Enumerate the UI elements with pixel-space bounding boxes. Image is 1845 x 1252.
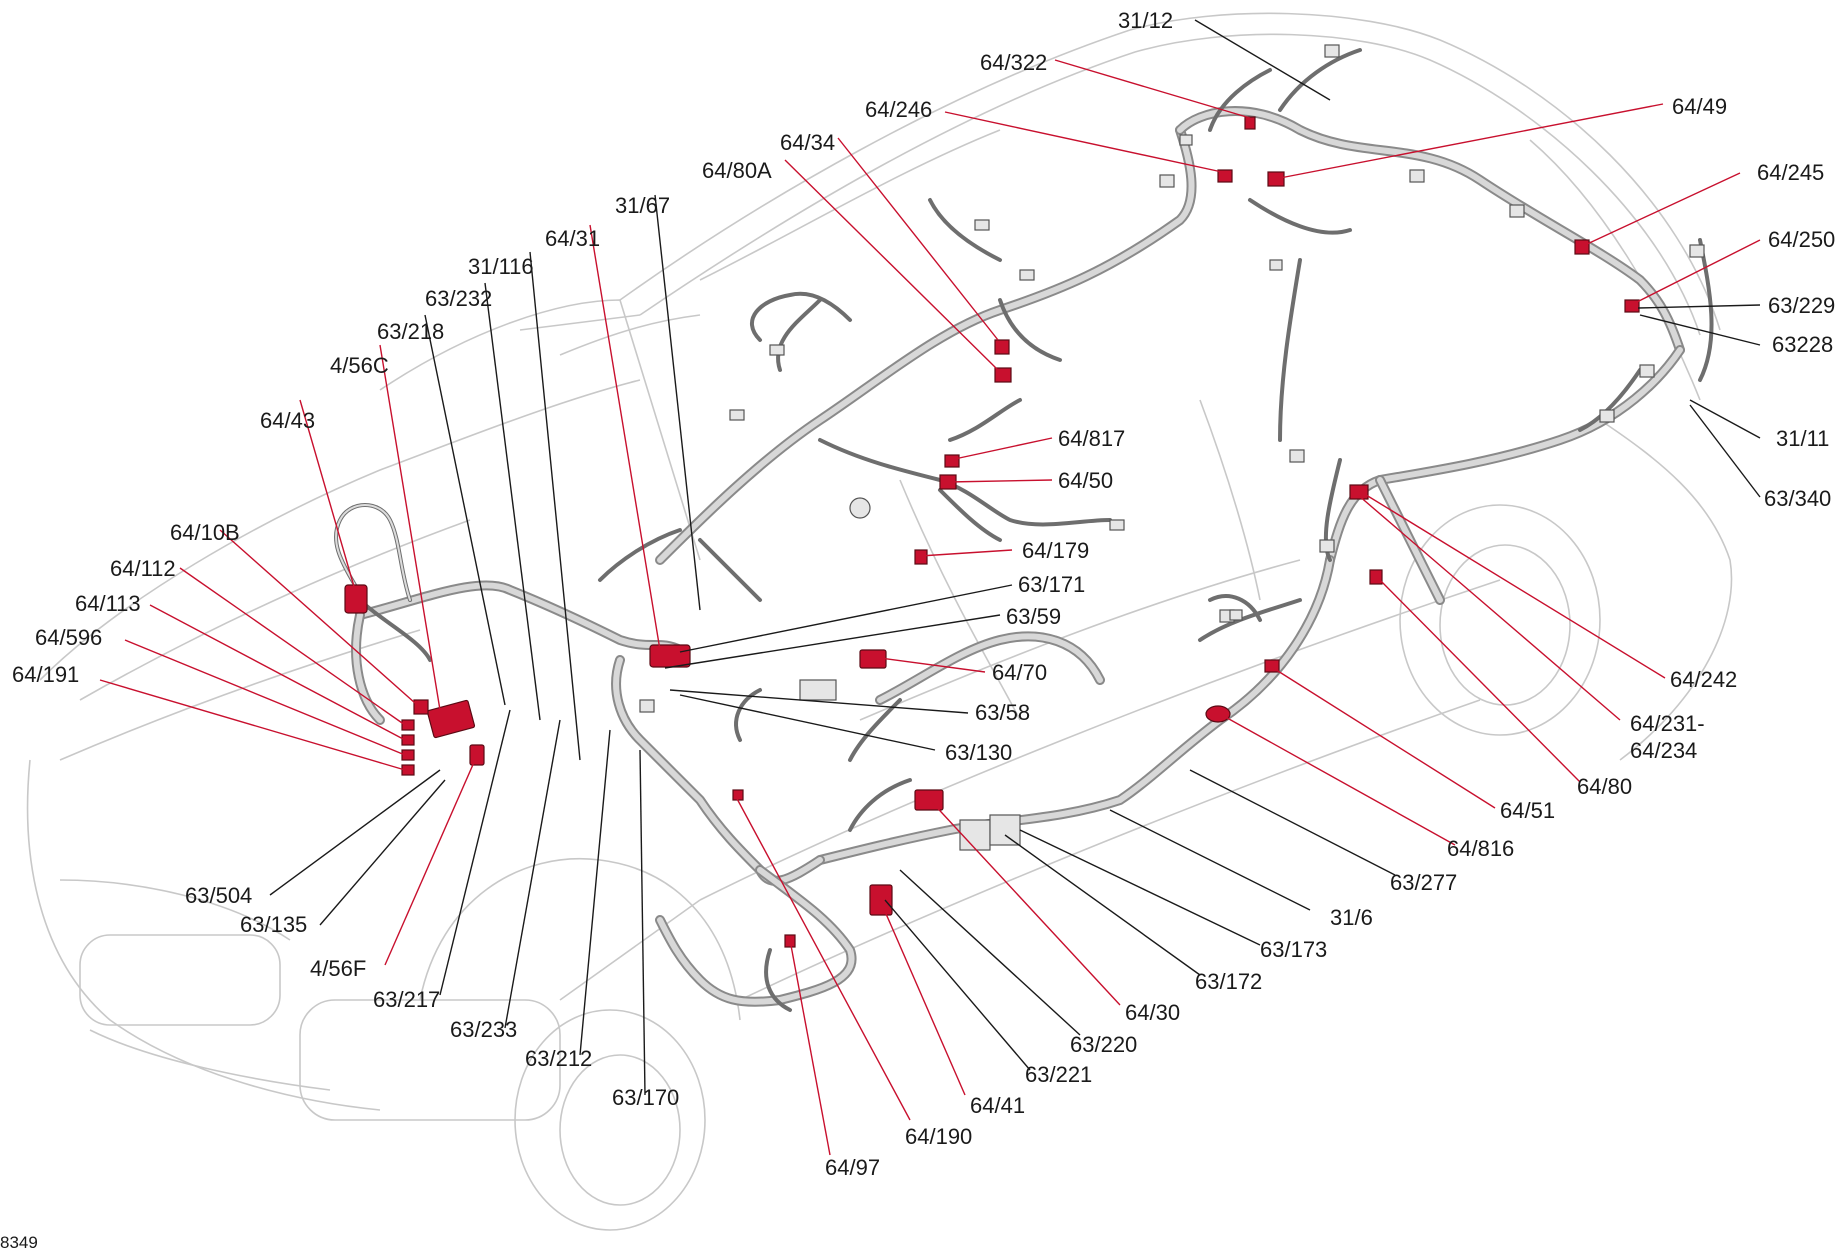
thin-wires bbox=[334, 48, 1714, 1012]
label-64-80a: 64/80A bbox=[702, 158, 772, 183]
label-63-217: 63/217 bbox=[373, 987, 440, 1012]
leader-lines bbox=[99, 19, 1761, 1156]
label-4-56c: 4/56C bbox=[330, 353, 389, 378]
label-64-30: 64/30 bbox=[1125, 1000, 1180, 1025]
label-64-41: 64/41 bbox=[970, 1093, 1025, 1118]
label-64-231-a: 64/231- bbox=[1630, 711, 1705, 736]
label-63-130: 63/130 bbox=[945, 740, 1012, 765]
label-64-10b: 64/10B bbox=[170, 520, 240, 545]
car-body-outline bbox=[26, 12, 1733, 1231]
label-63-233: 63/233 bbox=[450, 1017, 517, 1042]
label-64-43: 64/43 bbox=[260, 408, 315, 433]
label-63228: 63228 bbox=[1772, 332, 1833, 357]
label-63-340: 63/340 bbox=[1764, 486, 1831, 511]
label-64-242: 64/242 bbox=[1670, 667, 1737, 692]
callout-labels: 31/12 64/322 64/246 64/49 64/34 64/80A 3… bbox=[0, 8, 1835, 1252]
label-64-179: 64/179 bbox=[1022, 538, 1089, 563]
label-63-221: 63/221 bbox=[1025, 1062, 1092, 1087]
label-31-67: 31/67 bbox=[615, 193, 670, 218]
label-64-50: 64/50 bbox=[1058, 468, 1113, 493]
label-63-212: 63/212 bbox=[525, 1046, 592, 1071]
label-63-232: 63/232 bbox=[425, 286, 492, 311]
label-64-80: 64/80 bbox=[1577, 774, 1632, 799]
red-connectors bbox=[344, 116, 1640, 948]
label-63-173: 63/173 bbox=[1260, 937, 1327, 962]
label-64-97: 64/97 bbox=[825, 1155, 880, 1180]
label-31-11: 31/11 bbox=[1776, 426, 1829, 451]
label-64-816: 64/816 bbox=[1447, 836, 1514, 861]
label-63-229: 63/229 bbox=[1768, 293, 1835, 318]
label-63-135: 63/135 bbox=[240, 912, 307, 937]
main-harness bbox=[351, 106, 1685, 1007]
label-63-59: 63/59 bbox=[1006, 604, 1061, 629]
label-64-31: 64/31 bbox=[545, 226, 600, 251]
label-31-116: 31/116 bbox=[468, 254, 534, 279]
label-64-49: 64/49 bbox=[1672, 94, 1727, 119]
label-64-817: 64/817 bbox=[1058, 426, 1125, 451]
label-64-190: 64/190 bbox=[905, 1124, 972, 1149]
label-31-12: 31/12 bbox=[1118, 8, 1173, 33]
label-64-245: 64/245 bbox=[1757, 160, 1824, 185]
label-64-34: 64/34 bbox=[780, 130, 835, 155]
label-63-172: 63/172 bbox=[1195, 969, 1262, 994]
label-64-246: 64/246 bbox=[865, 97, 932, 122]
label-64-70: 64/70 bbox=[992, 660, 1047, 685]
label-63-218: 63/218 bbox=[377, 319, 444, 344]
label-64-191: 64/191 bbox=[12, 662, 79, 687]
figure-id: 8349 bbox=[0, 1233, 38, 1252]
label-63-277: 63/277 bbox=[1390, 870, 1457, 895]
label-64-322: 64/322 bbox=[980, 50, 1047, 75]
label-63-58: 63/58 bbox=[975, 700, 1030, 725]
label-64-113: 64/113 bbox=[75, 591, 141, 616]
label-63-504: 63/504 bbox=[185, 883, 252, 908]
label-64-250: 64/250 bbox=[1768, 227, 1835, 252]
label-64-51: 64/51 bbox=[1500, 798, 1555, 823]
label-64-112: 64/112 bbox=[110, 556, 176, 581]
label-4-56f: 4/56F bbox=[310, 956, 366, 981]
label-64-231-b: 64/234 bbox=[1630, 738, 1697, 763]
grey-connectors bbox=[639, 44, 1705, 851]
label-63-171: 63/171 bbox=[1018, 572, 1085, 597]
label-31-6: 31/6 bbox=[1330, 905, 1373, 930]
label-64-596: 64/596 bbox=[35, 625, 102, 650]
label-63-220: 63/220 bbox=[1070, 1032, 1137, 1057]
label-63-170: 63/170 bbox=[612, 1085, 679, 1110]
